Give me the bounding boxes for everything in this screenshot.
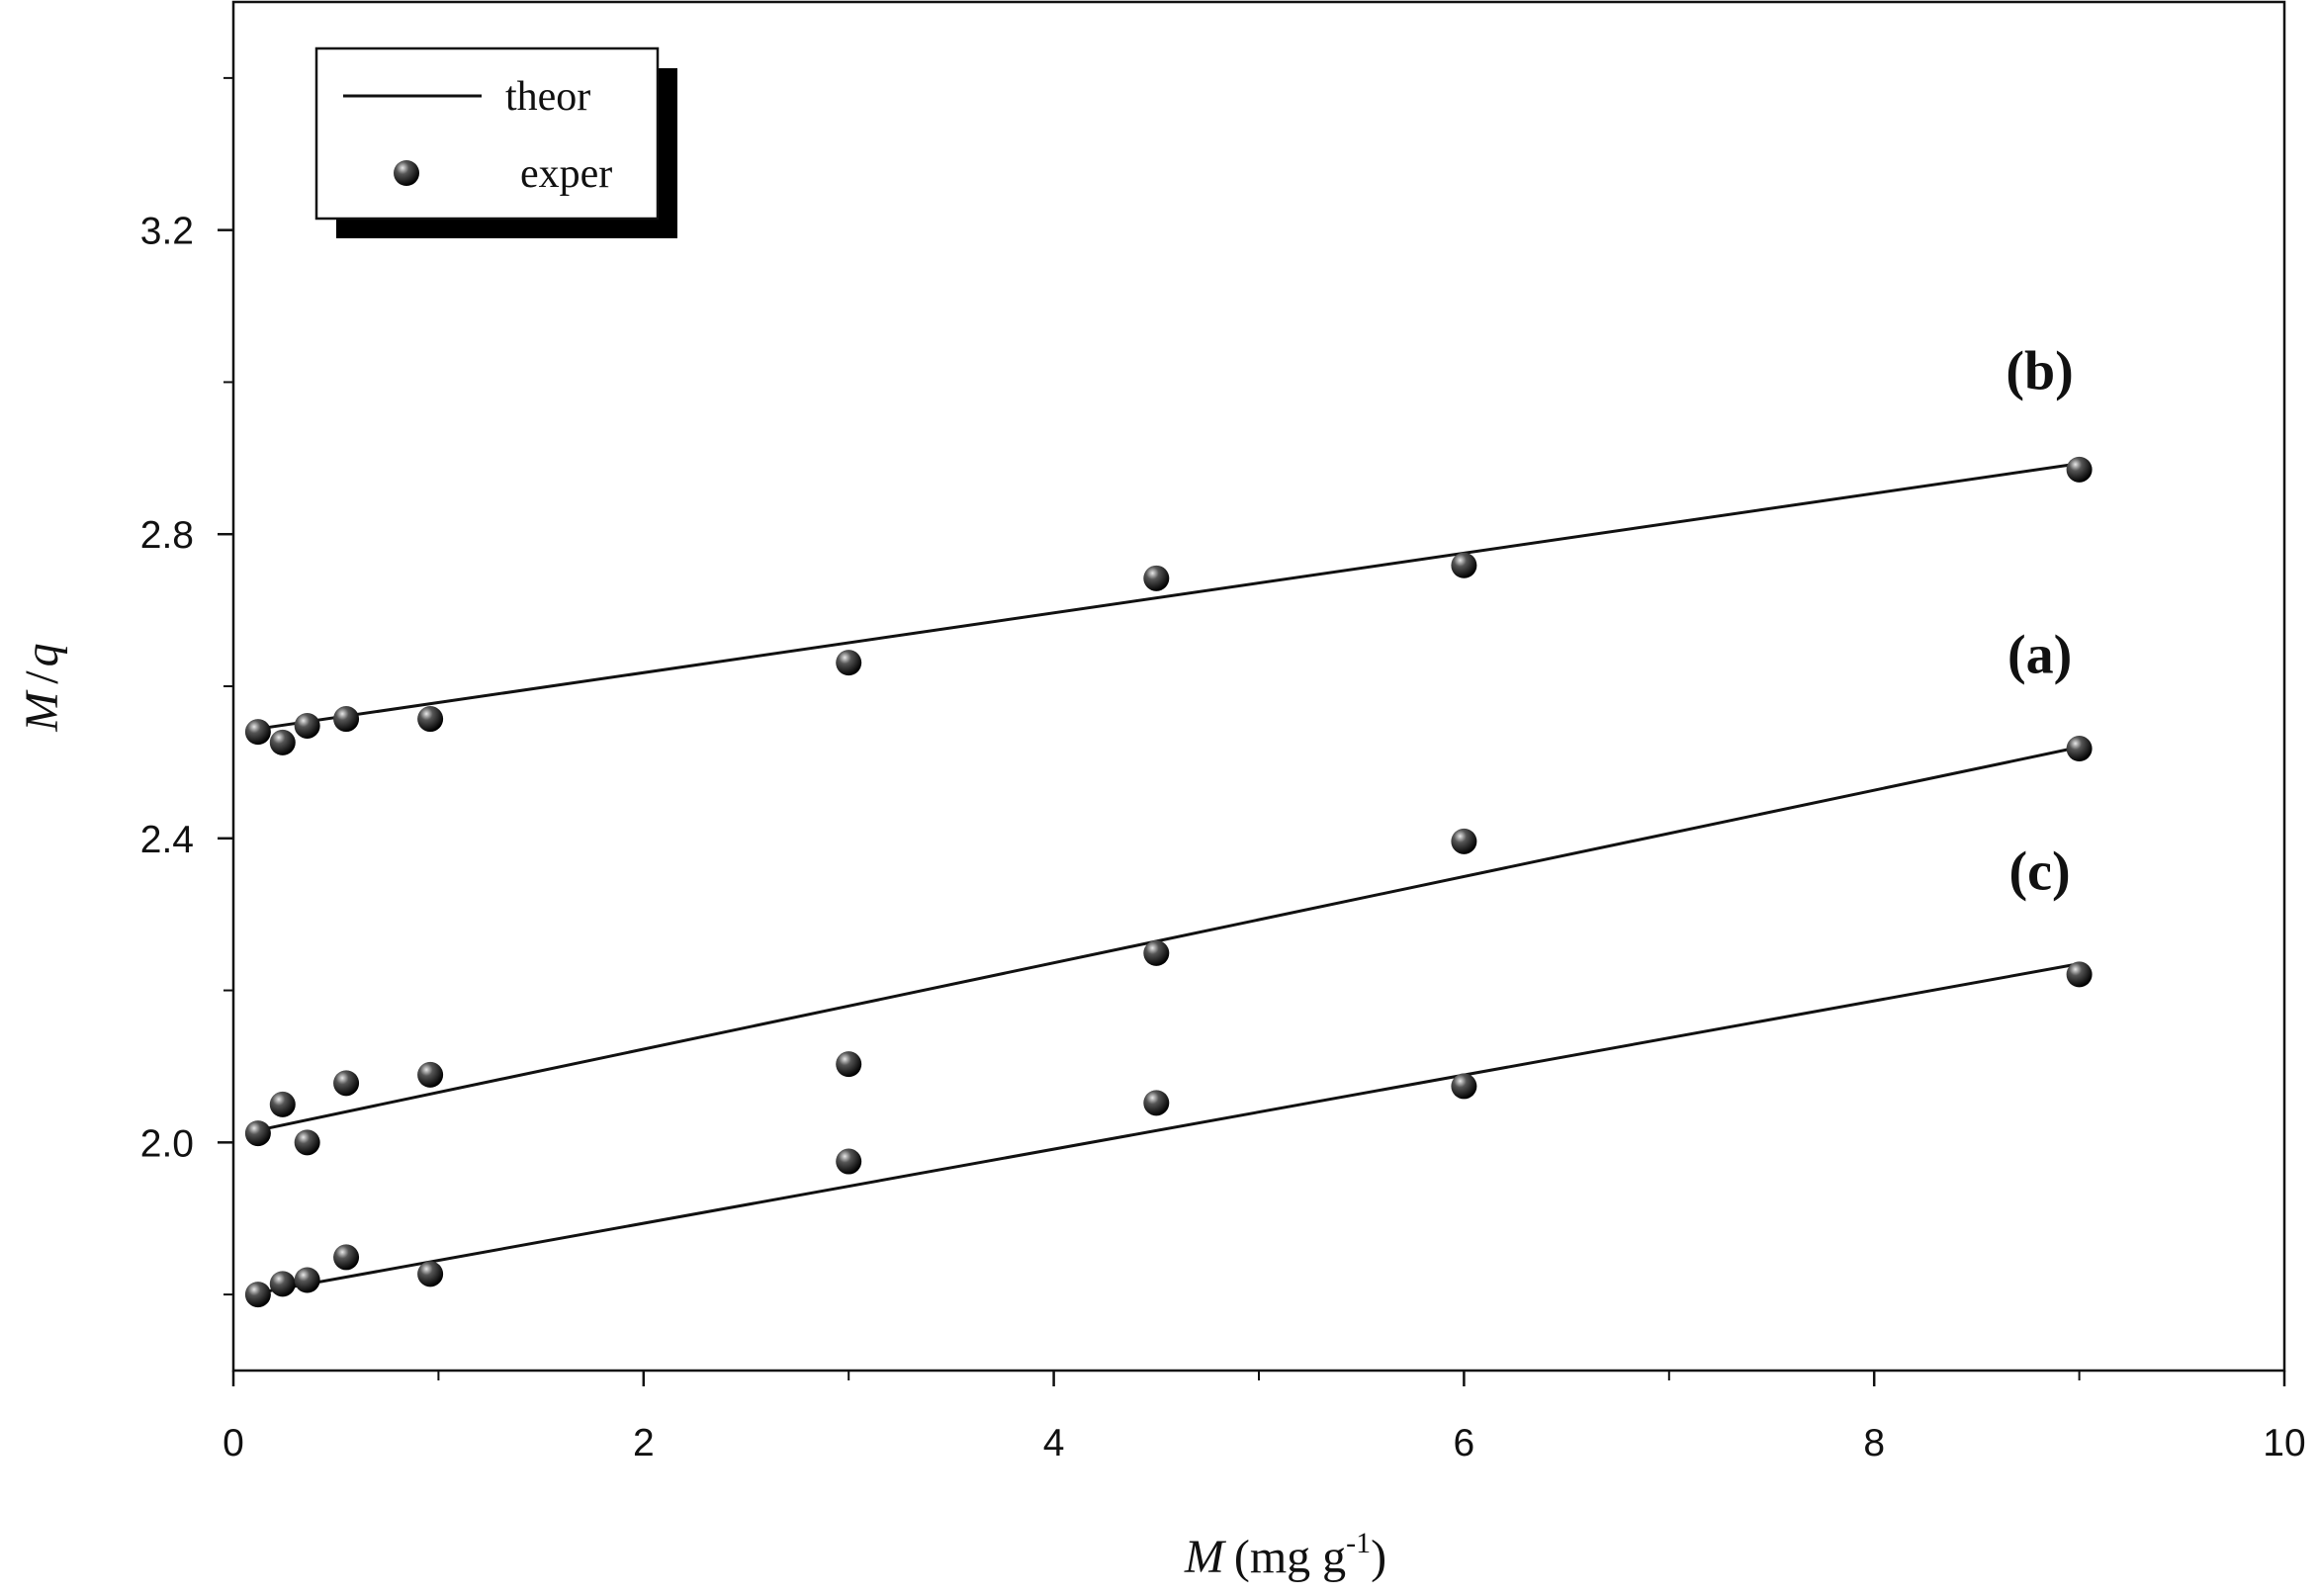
data-point — [294, 1267, 320, 1293]
data-point — [244, 719, 271, 746]
data-point — [836, 1051, 862, 1078]
series-label: (c) — [2009, 842, 2071, 903]
x-axis-title: M (mg g-1) — [1184, 1527, 1386, 1583]
data-point — [1451, 1073, 1477, 1100]
x-tick-label: 10 — [2263, 1422, 2305, 1464]
y-tick-label: 2.4 — [140, 819, 194, 861]
x-axis-exponent: -1 — [1346, 1527, 1371, 1559]
legend-label: theor — [505, 74, 590, 120]
data-point — [1451, 552, 1477, 578]
data-point — [2066, 736, 2093, 762]
x-axis-symbol: M — [1184, 1531, 1227, 1583]
data-point — [269, 1091, 296, 1117]
x-tick-label: 8 — [1863, 1422, 1885, 1464]
y-tick-label: 2.0 — [140, 1122, 194, 1165]
y-axis-denominator: q — [16, 643, 68, 666]
y-axis-slash: / — [16, 670, 68, 684]
data-point — [836, 650, 862, 676]
data-point — [333, 1244, 360, 1271]
data-point — [244, 1120, 271, 1147]
data-point — [1143, 1090, 1170, 1116]
series-label: (a) — [2007, 625, 2072, 686]
x-tick-label: 4 — [1043, 1422, 1065, 1464]
data-point — [417, 706, 444, 733]
legend-label: exper — [520, 151, 612, 197]
fit-line — [257, 746, 2080, 1132]
data-point — [294, 1129, 320, 1156]
fit-line — [257, 462, 2080, 731]
data-point — [1451, 828, 1477, 854]
data-point — [2066, 961, 2093, 988]
data-point — [417, 1261, 444, 1287]
legend-marker — [394, 160, 419, 186]
x-tick-label: 6 — [1454, 1422, 1475, 1464]
x-axis-unit: (mg g — [1234, 1531, 1346, 1583]
data-point — [294, 712, 320, 739]
data-point — [836, 1148, 862, 1175]
data-point — [417, 1061, 444, 1088]
series-label: (b) — [2006, 341, 2073, 402]
data-point — [2066, 456, 2093, 483]
data-point — [333, 1070, 360, 1097]
y-axis-title: M / q — [16, 643, 68, 732]
y-axis-numerator: M — [16, 689, 68, 733]
fit-line — [257, 962, 2080, 1295]
data-point — [269, 729, 296, 755]
data-point — [269, 1271, 296, 1297]
data-point — [244, 1282, 271, 1308]
y-tick-label: 2.8 — [140, 514, 194, 557]
x-tick-label: 2 — [633, 1422, 655, 1464]
x-axis-unit-close: ) — [1371, 1531, 1386, 1583]
data-point — [333, 706, 360, 733]
legend-box — [314, 46, 660, 221]
data-point — [1143, 565, 1170, 591]
data-point — [1143, 939, 1170, 966]
y-tick-label: 3.2 — [140, 211, 194, 253]
x-tick-label: 0 — [223, 1422, 244, 1464]
